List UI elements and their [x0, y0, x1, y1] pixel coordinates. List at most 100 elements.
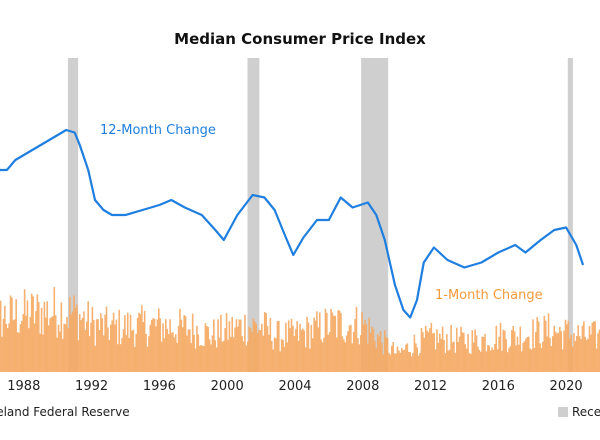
- one-month-bar-264: [345, 335, 348, 372]
- one-month-bar-344: [458, 336, 461, 372]
- one-month-bar-183: [231, 316, 234, 372]
- one-month-bar-145: [177, 325, 180, 372]
- one-month-bar-258: [337, 310, 339, 372]
- one-month-bar-167: [208, 339, 211, 372]
- one-month-bar-129: [155, 326, 157, 372]
- one-month-bar-55: [50, 317, 53, 372]
- one-month-bar-161: [200, 345, 202, 372]
- one-month-bar-252: [328, 332, 331, 372]
- one-month-bar-354: [472, 342, 475, 372]
- one-month-bar-368: [492, 349, 495, 372]
- one-month-bar-111: [129, 314, 132, 372]
- one-month-bar-67: [67, 328, 70, 372]
- recession-band-4: [567, 58, 573, 372]
- one-month-bar-122: [145, 334, 147, 372]
- one-month-bar-363: [485, 351, 488, 372]
- x-tick-2008: 2008: [346, 379, 379, 394]
- one-month-bar-282: [371, 326, 373, 372]
- one-month-bar-19: [0, 300, 2, 372]
- one-month-bar-90: [100, 313, 102, 372]
- one-month-bar-208: [266, 326, 269, 372]
- one-month-bar-83: [90, 322, 92, 372]
- one-month-bar-291: [383, 330, 386, 372]
- one-month-bar-242: [314, 320, 317, 372]
- one-month-bar-191: [242, 341, 245, 372]
- one-month-bar-322: [427, 332, 430, 372]
- one-month-bar-440: [594, 321, 596, 372]
- one-month-bar-273: [358, 344, 361, 372]
- chart-title: Median Consumer Price Index: [174, 30, 426, 48]
- one-month-bar-355: [474, 329, 476, 372]
- one-month-bar-247: [321, 342, 324, 372]
- one-month-bar-275: [361, 312, 363, 372]
- one-month-bar-347: [463, 332, 465, 372]
- one-month-bar-45: [36, 294, 39, 372]
- one-month-bar-36: [23, 289, 26, 372]
- one-month-bar-212: [272, 349, 274, 372]
- one-month-bar-165: [206, 326, 208, 372]
- one-month-bar-166: [207, 326, 210, 372]
- one-month-bar-233: [302, 328, 304, 372]
- one-month-bar-158: [196, 325, 198, 372]
- one-month-bar-72: [74, 308, 77, 372]
- one-month-bar-62: [60, 302, 63, 372]
- one-month-bar-95: [107, 327, 109, 372]
- one-month-bar-116: [136, 317, 139, 372]
- one-month-bar-39: [28, 328, 30, 372]
- one-month-bar-63: [61, 338, 64, 372]
- one-month-bar-235: [304, 347, 307, 372]
- one-month-bar-75: [78, 313, 81, 372]
- one-month-bar-219: [282, 339, 284, 372]
- one-month-bar-314: [416, 347, 419, 372]
- one-month-bar-245: [318, 312, 321, 372]
- one-month-bar-352: [470, 353, 472, 372]
- one-month-bar-24: [6, 328, 9, 372]
- one-month-bar-108: [125, 335, 128, 372]
- one-month-bar-396: [532, 319, 534, 372]
- one-month-bar-305: [403, 349, 406, 372]
- one-month-bar-93: [104, 314, 106, 372]
- one-month-bar-257: [335, 337, 338, 372]
- one-month-bar-399: [536, 317, 539, 372]
- one-month-bar-144: [176, 342, 178, 372]
- one-month-bar-126: [150, 319, 153, 372]
- one-month-bar-31: [16, 332, 19, 372]
- one-month-bar-430: [580, 339, 582, 372]
- one-month-bar-197: [251, 332, 253, 372]
- one-month-bar-408: [549, 337, 551, 372]
- one-month-bar-94: [105, 306, 108, 372]
- one-month-bar-99: [112, 312, 115, 372]
- one-month-bar-428: [577, 325, 580, 372]
- one-month-bar-100: [114, 324, 116, 372]
- one-month-bar-306: [405, 344, 407, 372]
- one-month-bar-89: [98, 329, 101, 372]
- one-month-bar-393: [527, 336, 530, 372]
- one-month-bar-323: [429, 328, 431, 372]
- one-month-bar-109: [126, 312, 129, 372]
- one-month-bar-270: [354, 319, 356, 372]
- one-month-bar-271: [355, 306, 358, 372]
- one-month-bar-66: [66, 317, 68, 372]
- one-month-bar-295: [389, 354, 392, 372]
- one-month-bar-229: [296, 321, 298, 372]
- one-month-bar-293: [386, 338, 389, 372]
- one-month-bar-310: [410, 356, 413, 372]
- one-month-bar-81: [87, 301, 89, 372]
- one-month-bar-56: [52, 316, 54, 372]
- one-month-bar-78: [83, 311, 85, 372]
- one-month-bar-316: [419, 352, 421, 372]
- one-month-bar-309: [409, 351, 411, 372]
- one-month-bar-288: [379, 331, 382, 372]
- one-month-bar-398: [535, 332, 537, 372]
- one-month-bar-200: [255, 323, 258, 372]
- one-month-bar-407: [547, 313, 550, 372]
- one-month-bar-302: [399, 352, 402, 372]
- one-month-bar-395: [530, 349, 533, 372]
- one-month-bar-193: [245, 345, 248, 372]
- one-month-bar-420: [566, 324, 568, 372]
- one-month-bar-33: [19, 324, 22, 372]
- one-month-bar-403: [542, 341, 544, 372]
- one-month-bar-220: [283, 346, 286, 372]
- one-month-bar-131: [157, 308, 160, 372]
